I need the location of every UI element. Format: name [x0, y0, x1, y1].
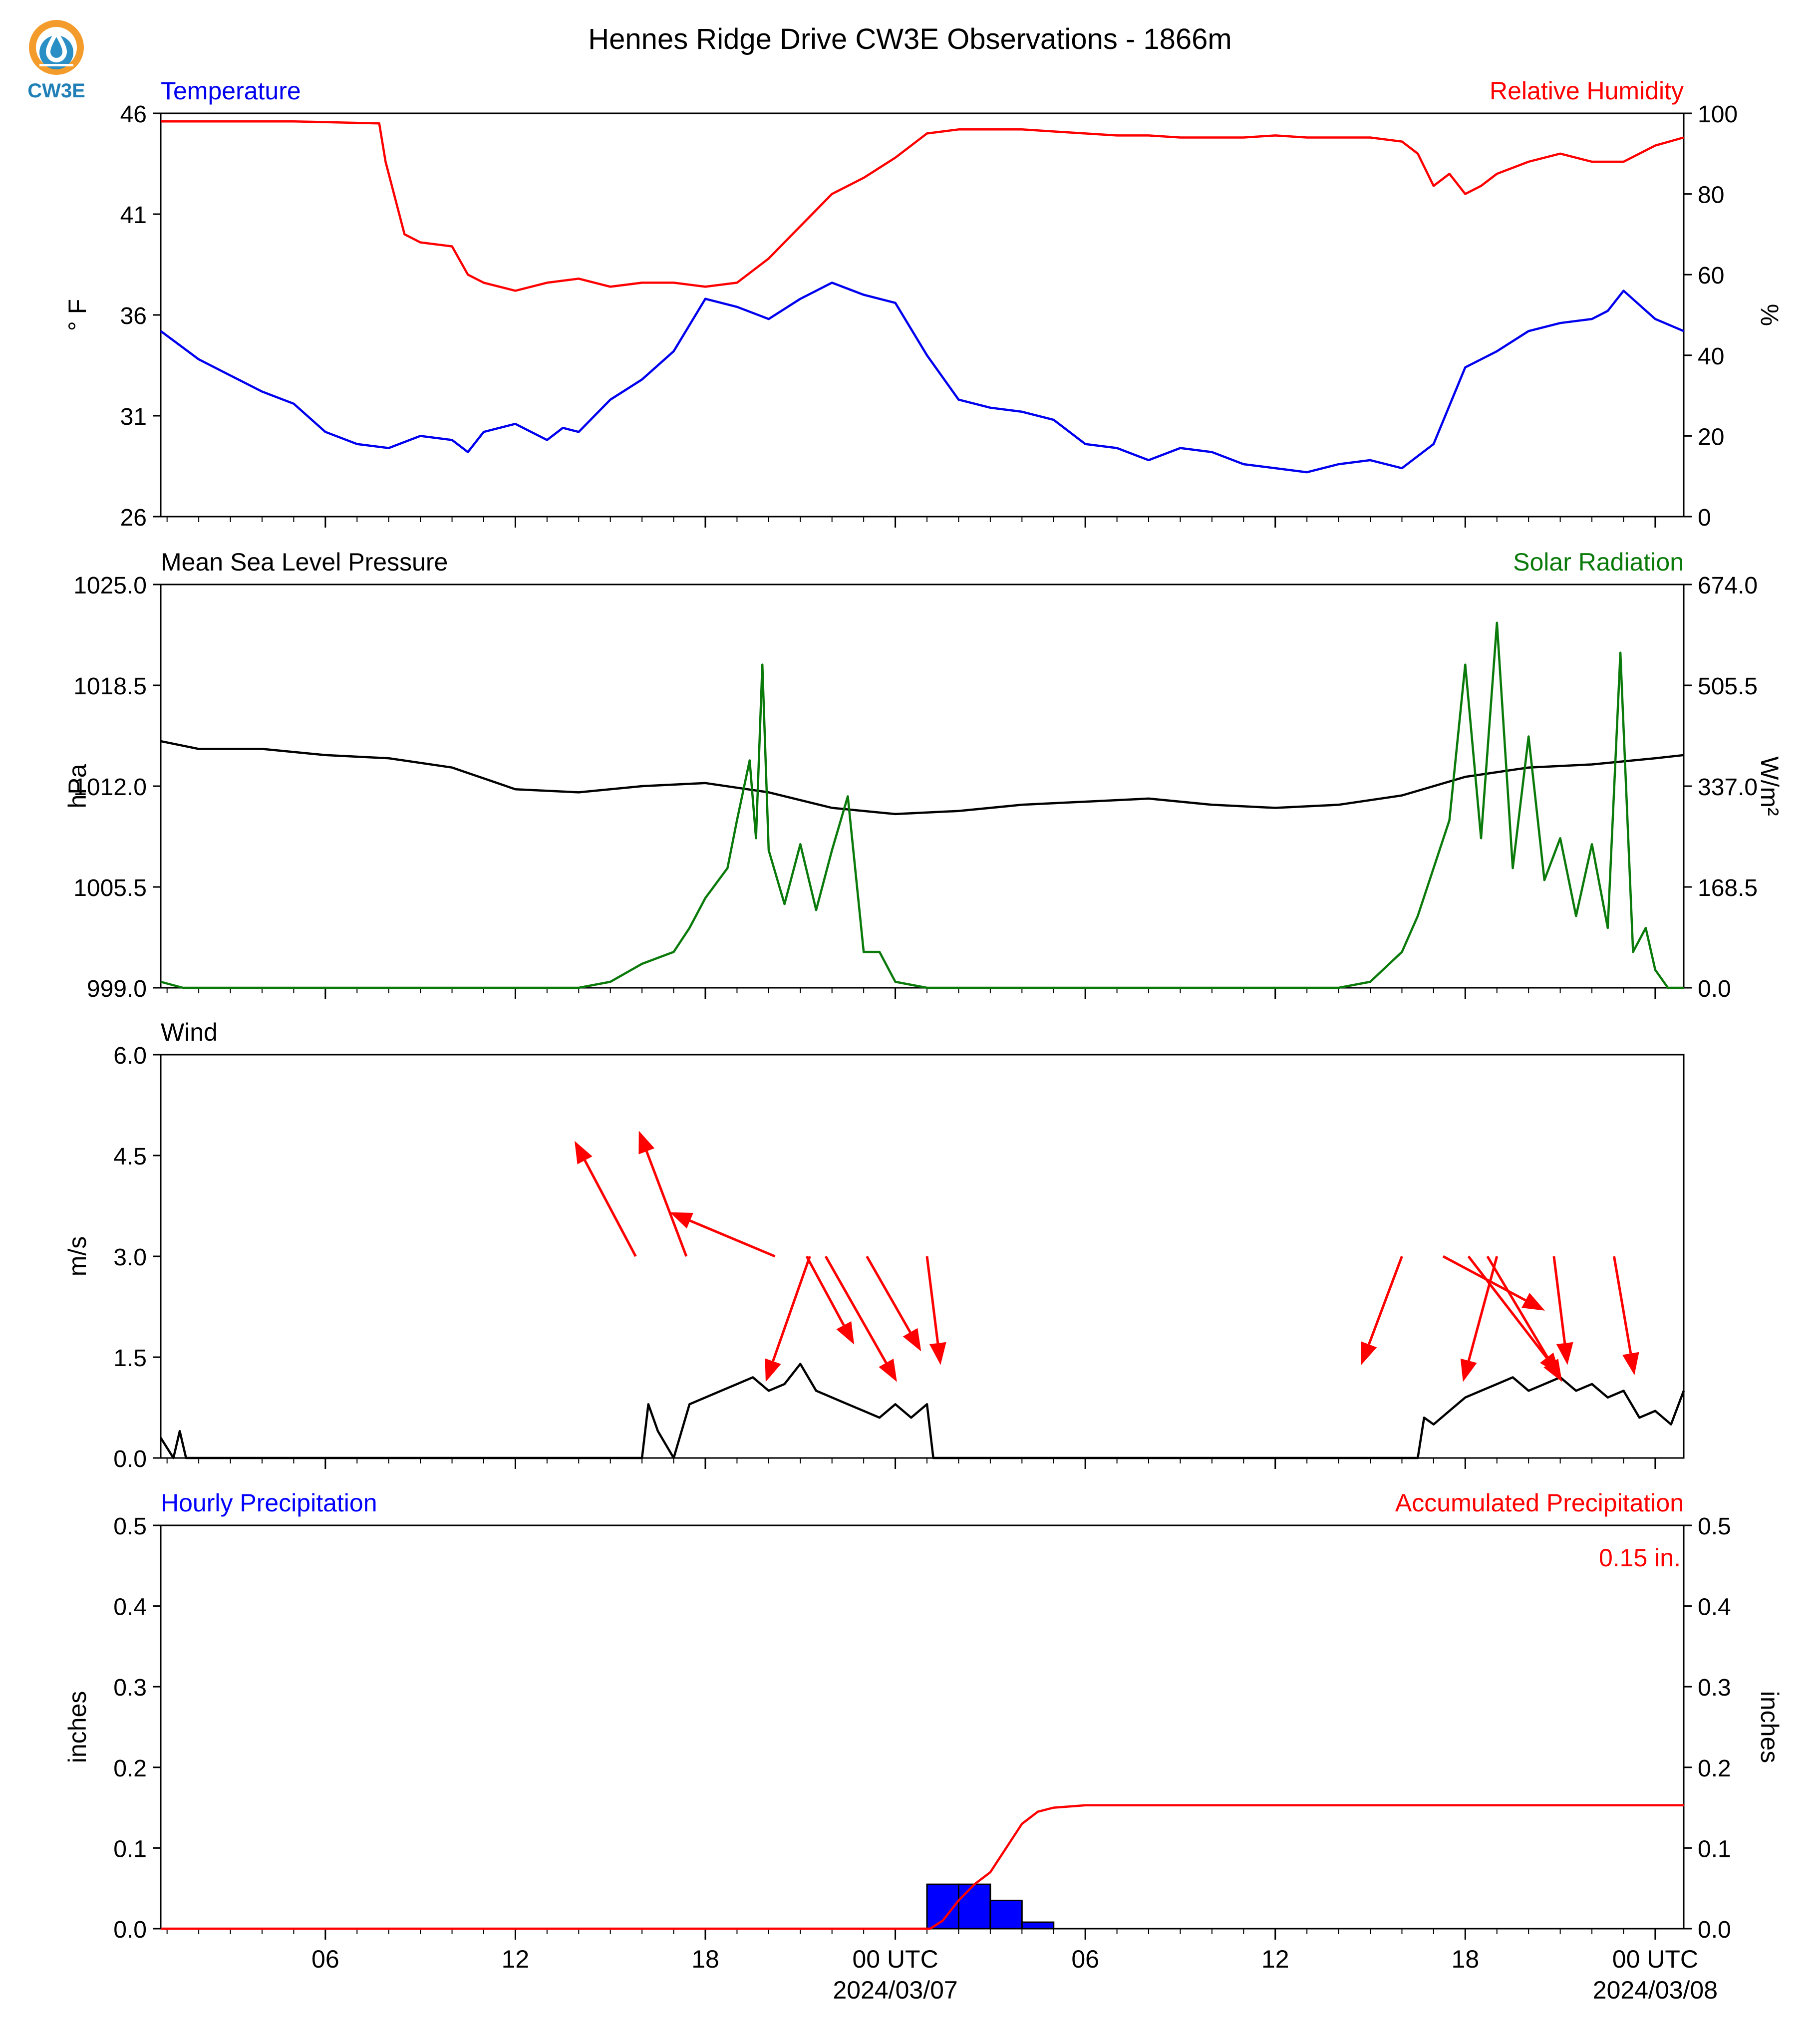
y2-tick-label: 80: [1698, 182, 1724, 209]
y-tick-label: 1005.5: [73, 875, 147, 901]
y-tick-label: 1.5: [113, 1345, 147, 1372]
wind-arrow: [1486, 1255, 1562, 1382]
chart-panel-1: 26 31 36 41 46 0 20 40 60 80 100 Temperature Relativ…: [63, 77, 1784, 531]
series-line-wind: [160, 1363, 1685, 1459]
y-tick-label: 6.0: [113, 1043, 147, 1069]
y-axis-label: ° F: [63, 299, 91, 331]
panel-left-label: Mean Sea Level Pressure: [161, 548, 448, 576]
panel-right-label: Relative Humidity: [1490, 77, 1684, 105]
y2-tick-label: 0.2: [1698, 1755, 1731, 1782]
wind-arrow: [824, 1255, 897, 1382]
y-tick-label: 31: [120, 404, 147, 430]
figure-title: Hennes Ridge Drive CW3E Observations - 1…: [588, 23, 1231, 55]
series-line-accumulated-precipitation: [161, 1804, 1684, 1930]
logo-text: CW3E: [27, 80, 85, 102]
cw3e-drop-logo-icon: [29, 20, 84, 75]
series-line-solar-radiation: [160, 621, 1684, 989]
x-date-label: 2024/03/08: [1593, 1976, 1718, 2004]
y2-tick-label: 20: [1698, 424, 1724, 450]
y2-tick-label: 0.3: [1698, 1675, 1731, 1701]
y-tick-label: 0.0: [113, 1917, 147, 1943]
chart-panel-3: 0.0 1.5 3.0 4.5 6.0 Wind m/s: [63, 1018, 1685, 1472]
precip-bar: [989, 1899, 1023, 1930]
y2-tick-label: 0.0: [1698, 1917, 1731, 1943]
wind-arrow: [1460, 1256, 1499, 1382]
x-tick-label: 12: [502, 1945, 530, 1973]
y-tick-label: 4.5: [113, 1144, 147, 1170]
wind-arrow: [669, 1212, 776, 1258]
wind-arrow: [805, 1255, 855, 1345]
wind-arrow: [1552, 1256, 1573, 1365]
y-tick-label: 46: [120, 101, 147, 128]
y-axis-label: hPa: [63, 764, 91, 808]
y-tick-label: 0.2: [113, 1755, 147, 1782]
y2-tick-label: 0.5: [1698, 1513, 1731, 1540]
y-axis-label: inches: [63, 1691, 91, 1763]
y-axis-label: m/s: [63, 1236, 91, 1277]
y2-tick-label: 505.5: [1698, 673, 1758, 700]
wind-arrow: [866, 1255, 921, 1352]
y2-tick-label: 100: [1698, 101, 1738, 128]
y2-tick-label: 0.1: [1698, 1836, 1731, 1862]
wind-arrow: [1612, 1256, 1639, 1375]
x-tick-label: 12: [1261, 1945, 1289, 1973]
y2-tick-label: 0: [1698, 505, 1711, 531]
x-date-label: 2024/03/07: [833, 1976, 957, 2004]
y-tick-label: 3.0: [113, 1244, 147, 1271]
x-tick-label: 18: [691, 1945, 719, 1973]
wind-arrow: [638, 1131, 688, 1257]
panel-right-label: Solar Radiation: [1513, 548, 1684, 576]
wind-arrow: [765, 1256, 811, 1382]
y-tick-label: 0.1: [113, 1836, 147, 1862]
panel-left-label: Wind: [161, 1018, 218, 1046]
x-tick-label: 00 UTC: [1612, 1945, 1698, 1973]
x-tick-label: 06: [311, 1945, 339, 1973]
x-tick-label: 06: [1071, 1945, 1099, 1973]
chart-panel-4: 0.0 0.1 0.2 0.3 0.4 0.5 0.0 0.1 0.2 0.3 0.4 0.5 Hour…: [63, 1489, 1784, 2004]
y2-tick-label: 40: [1698, 343, 1724, 370]
y-tick-label: 0.4: [113, 1594, 147, 1621]
y-tick-label: 1012.0: [73, 774, 147, 801]
y2-tick-label: 168.5: [1698, 875, 1758, 901]
series-line-relative-humidity: [161, 120, 1684, 292]
panel-left-label: Hourly Precipitation: [161, 1489, 377, 1517]
y2-tick-label: 337.0: [1698, 774, 1758, 801]
precip-bar: [957, 1883, 991, 1930]
y2-tick-label: 0.4: [1698, 1594, 1731, 1621]
panel-left-label: Temperature: [161, 77, 301, 105]
y2-tick-label: 674.0: [1698, 573, 1758, 599]
y2-axis-label: W/m²: [1756, 756, 1784, 816]
y2-tick-label: 60: [1698, 263, 1724, 289]
x-tick-label: 00 UTC: [852, 1945, 938, 1973]
y-tick-label: 36: [120, 303, 147, 329]
wind-arrow: [1361, 1256, 1403, 1365]
x-tick-label: 18: [1452, 1945, 1480, 1973]
y-tick-label: 26: [120, 505, 147, 531]
y-tick-label: 0.0: [113, 1446, 147, 1472]
wind-arrow: [925, 1256, 946, 1365]
panel-right-label: Accumulated Precipitation: [1395, 1489, 1684, 1517]
accumulated-total-label: 0.15 in.: [1599, 1544, 1681, 1572]
series-line-temperature: [160, 282, 1684, 474]
y2-tick-label: 0.0: [1698, 976, 1731, 1002]
y-tick-label: 1018.5: [73, 673, 147, 700]
cw3e-logo: CW3E: [27, 20, 85, 102]
y-tick-label: 0.3: [113, 1675, 147, 1701]
chart-panel-2: 999.0 1005.5 1012.0 1018.5 1025.0 0.0 168.5 337…: [63, 548, 1784, 1002]
series-line-mean-sea-level-pressure: [160, 740, 1684, 816]
y-tick-label: 999.0: [87, 976, 147, 1002]
wind-arrow: [575, 1141, 637, 1257]
y2-axis-label: %: [1756, 304, 1784, 326]
y-tick-label: 1025.0: [73, 573, 147, 599]
y-tick-label: 41: [120, 202, 147, 229]
y-tick-label: 0.5: [113, 1513, 147, 1540]
precip-bar: [1021, 1921, 1055, 1930]
y2-axis-label: inches: [1756, 1691, 1784, 1763]
